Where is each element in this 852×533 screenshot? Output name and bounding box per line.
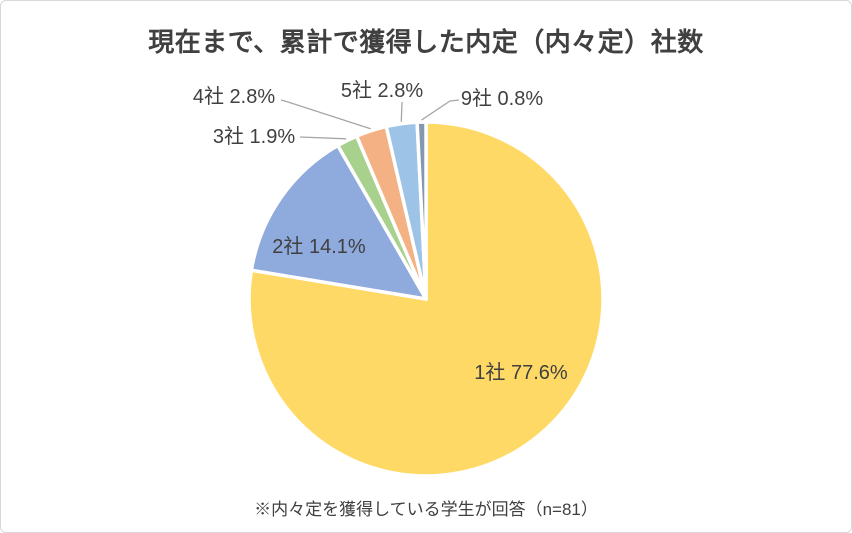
pie-slice-6 xyxy=(415,120,428,301)
data-label-3: 3社 1.9% xyxy=(213,125,295,148)
data-label-6: 9社 0.8% xyxy=(461,87,543,110)
data-label-5: 5社 2.8% xyxy=(341,79,423,102)
data-label-4: 4社 2.8% xyxy=(193,85,275,108)
chart-title: 現在まで、累計で獲得した内定（内々定）社数 xyxy=(148,27,704,57)
data-label-2: 2社 14.1% xyxy=(272,235,366,258)
chart-footnote: ※内々定を獲得している学生が回答（n=81） xyxy=(254,500,598,519)
pie-slice-2 xyxy=(249,143,428,301)
leader-line-5 xyxy=(400,101,403,122)
leader-line-4 xyxy=(280,99,371,130)
leader-line-6 xyxy=(421,99,460,121)
data-label-1: 1社 77.6% xyxy=(474,361,568,384)
leader-line-3 xyxy=(299,136,347,140)
